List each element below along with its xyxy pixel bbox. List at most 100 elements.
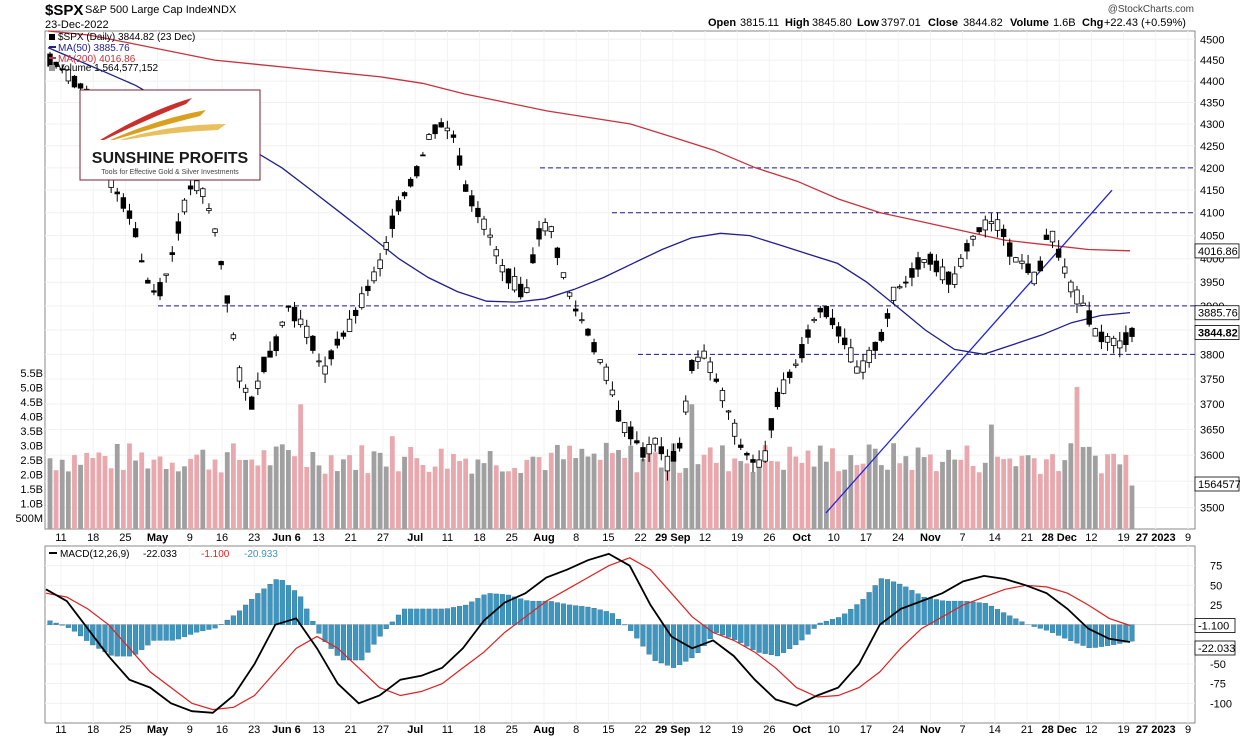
chart-date: 23-Dec-2022: [45, 19, 109, 31]
macd-histogram-bar: [389, 621, 395, 625]
x-tick-label: 10: [828, 724, 840, 736]
macd-histogram-bar: [353, 624, 359, 661]
x-tick-label: 17: [860, 724, 872, 736]
macd-histogram-bar: [408, 608, 414, 625]
volume-bar: [487, 451, 493, 529]
macd-tick-label: -50: [1210, 659, 1226, 671]
candle-body: [1086, 310, 1092, 325]
volume-bar: [995, 456, 1000, 529]
candle-body: [316, 360, 322, 363]
macd-histogram-bar: [628, 624, 634, 631]
candle-body: [169, 252, 175, 255]
volume-bar: [1001, 459, 1007, 529]
x-tick-label: 14: [989, 532, 1001, 544]
volume-bar: [713, 462, 719, 529]
macd-histogram-bar: [787, 624, 793, 649]
price-tick-label: 3600: [1200, 450, 1224, 462]
macd-histogram-bar: [261, 588, 267, 625]
volume-bar: [475, 459, 481, 529]
candle-body: [377, 259, 383, 270]
macd-histogram-bar: [126, 624, 133, 657]
volume-bar: [732, 458, 738, 529]
volume-tick-label: 4.5B: [20, 397, 43, 409]
volume-bar: [872, 448, 878, 529]
macd-histogram-bar: [499, 594, 505, 625]
candle-body: [518, 283, 524, 298]
macd-histogram-bar: [811, 624, 817, 629]
volume-bar: [848, 455, 854, 529]
candle-body: [414, 166, 420, 177]
macd-histogram-bar: [1043, 624, 1049, 631]
volume-bar: [958, 459, 964, 529]
candle-body: [1025, 263, 1031, 274]
macd-histogram-bar: [994, 609, 1001, 625]
candle-body: [145, 279, 151, 284]
x-tick-label: 15: [602, 532, 614, 544]
candle-body: [1074, 289, 1080, 305]
candle-body: [1062, 266, 1068, 274]
macd-histogram-bar: [573, 605, 579, 625]
candle-body: [511, 276, 518, 291]
price-tick-label: 4150: [1200, 185, 1224, 197]
candle-body: [670, 451, 677, 462]
macd-legend-hist: -20.933: [244, 549, 278, 560]
volume-bar: [383, 466, 389, 529]
candle-body: [841, 337, 848, 346]
candle-body: [291, 306, 298, 322]
volume-bar: [90, 457, 96, 529]
macd-histogram-bar: [1080, 624, 1086, 646]
macd-histogram-bar: [512, 596, 518, 625]
candle-body: [1104, 336, 1111, 343]
volume-bar: [536, 457, 542, 529]
macd-histogram-bar: [542, 600, 548, 625]
candle-body: [640, 447, 646, 458]
candle-body: [218, 261, 224, 266]
volume-bar: [750, 471, 756, 529]
macd-histogram-bar: [175, 624, 181, 640]
macd-histogram-bar: [927, 598, 933, 625]
macd-histogram-bar: [536, 600, 542, 625]
macd-histogram-bar: [689, 624, 695, 659]
volume-bar: [249, 459, 255, 529]
macd-histogram-bar: [243, 604, 249, 625]
volume-bar: [554, 444, 560, 529]
macd-histogram-bar: [854, 604, 860, 625]
candle-body: [420, 154, 426, 157]
macd-tick-label: -100: [1210, 698, 1232, 710]
volume-tick-label: 3.5B: [20, 426, 43, 438]
candle-body: [1019, 260, 1025, 264]
macd-histogram-bar: [1111, 624, 1117, 645]
candle-body: [988, 221, 995, 225]
macd-tick-label: 50: [1210, 580, 1222, 592]
logo-tagline: Tools for Effective Gold & Silver Invest…: [101, 169, 239, 176]
macd-histogram-bar: [475, 598, 481, 625]
macd-histogram-bar: [744, 624, 750, 647]
candle-body: [664, 455, 671, 472]
macd-histogram-bar: [432, 608, 438, 625]
volume-bar: [334, 471, 340, 529]
candle-body: [462, 184, 469, 192]
candle-body: [200, 188, 206, 197]
candle-body: [695, 356, 701, 362]
macd-histogram-bar: [334, 624, 340, 656]
candle-body: [927, 253, 933, 265]
volume-tick-label: 4.0B: [20, 412, 43, 424]
volume-bar: [328, 455, 334, 529]
macd-histogram-bar: [823, 620, 829, 625]
candle-body: [701, 350, 707, 359]
macd-histogram-bar: [958, 600, 964, 625]
volume-label: Volume: [1010, 17, 1049, 29]
volume-bar: [646, 452, 652, 529]
volume-bar: [652, 452, 658, 529]
macd-histogram-bar: [59, 624, 65, 626]
close-label: Close: [928, 17, 958, 29]
candle-body: [352, 309, 359, 317]
volume-bar: [53, 470, 59, 529]
candle-body: [304, 325, 310, 338]
volume-bar: [689, 404, 695, 529]
macd-tag-label: -1.100: [1198, 621, 1229, 633]
macd-tick-label: 25: [1210, 600, 1222, 612]
macd-histogram-bar: [457, 606, 463, 625]
candle-body: [126, 210, 133, 219]
volume-bar: [542, 470, 548, 529]
